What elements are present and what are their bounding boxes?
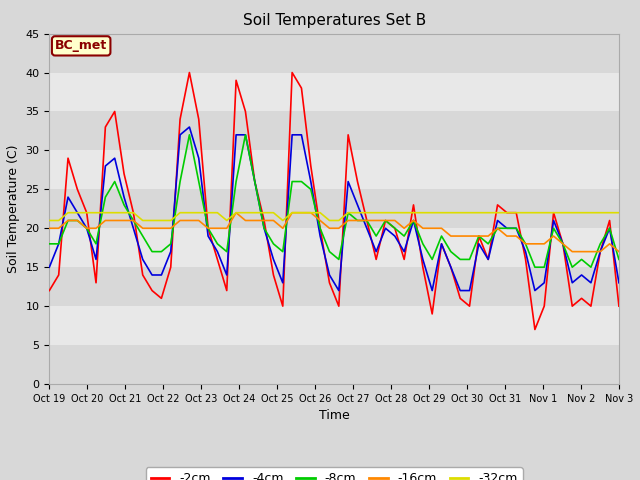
- Y-axis label: Soil Temperature (C): Soil Temperature (C): [7, 144, 20, 273]
- Bar: [49, 150, 619, 189]
- Text: BC_met: BC_met: [55, 39, 108, 52]
- Bar: [49, 267, 619, 306]
- Bar: [49, 189, 619, 228]
- Bar: [49, 72, 619, 111]
- Bar: [49, 111, 619, 150]
- Bar: [49, 34, 619, 72]
- Legend: -2cm, -4cm, -8cm, -16cm, -32cm: -2cm, -4cm, -8cm, -16cm, -32cm: [145, 468, 523, 480]
- Bar: [49, 306, 619, 345]
- Bar: [49, 345, 619, 384]
- Bar: [49, 228, 619, 267]
- Title: Soil Temperatures Set B: Soil Temperatures Set B: [243, 13, 426, 28]
- X-axis label: Time: Time: [319, 409, 349, 422]
